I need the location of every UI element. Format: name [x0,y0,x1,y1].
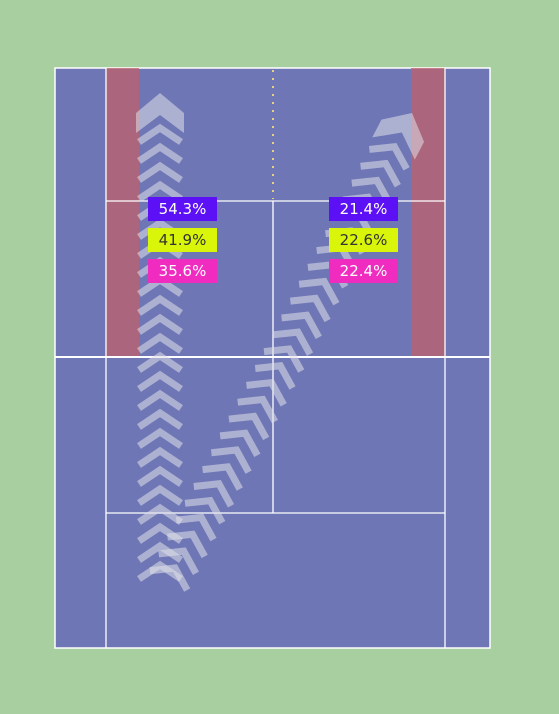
label-box [329,228,398,252]
chevron [137,484,183,506]
label-box [148,228,217,252]
chevron [137,560,183,582]
chevron [137,294,183,316]
chevron [368,142,410,171]
chevron [281,311,322,340]
chevron [254,362,296,390]
percent-label: 35.6% [159,262,207,280]
percent-label: 22.6% [340,231,388,249]
chevron [272,328,314,356]
chevron [210,446,252,474]
chevron [137,351,183,373]
chevron [246,378,287,407]
percent-label: 22.4% [340,262,388,280]
chevron [137,389,183,411]
arrow-head [372,113,425,160]
labels: 54.3% 41.9% 35.6% 21.4% 22.6% 22.4% [148,197,398,283]
chevron [360,159,401,188]
target-zone [106,68,139,357]
label-box [148,259,217,283]
chevron [137,503,183,525]
percent-label: 54.3% [159,200,207,218]
chevron [137,446,183,468]
chevron [137,161,183,183]
percent-label: 41.9% [159,231,207,249]
chevron [298,277,340,306]
label-box [329,197,398,221]
chevron [137,313,183,335]
chevron [184,496,226,525]
chevron [228,412,270,441]
chevron [137,180,183,202]
chevron [149,564,191,592]
chevron [289,294,331,323]
chevron [263,345,305,373]
percent-label: 21.4% [340,200,388,218]
chevron [193,480,235,508]
chevron [137,465,183,487]
chevron [175,513,217,542]
chevron [137,332,183,354]
label-box [329,259,398,283]
chevron [167,530,208,559]
chevron [137,142,183,164]
chevron [137,370,183,392]
chevron [219,429,261,457]
target-zone [411,68,445,357]
chevron [158,547,200,575]
chevron [137,427,183,449]
arrow-head [136,93,184,133]
chevron [202,463,243,491]
chevron [351,176,393,205]
chevron [137,408,183,430]
label-box [148,197,217,221]
chevron [137,123,183,145]
chevron [237,395,278,424]
